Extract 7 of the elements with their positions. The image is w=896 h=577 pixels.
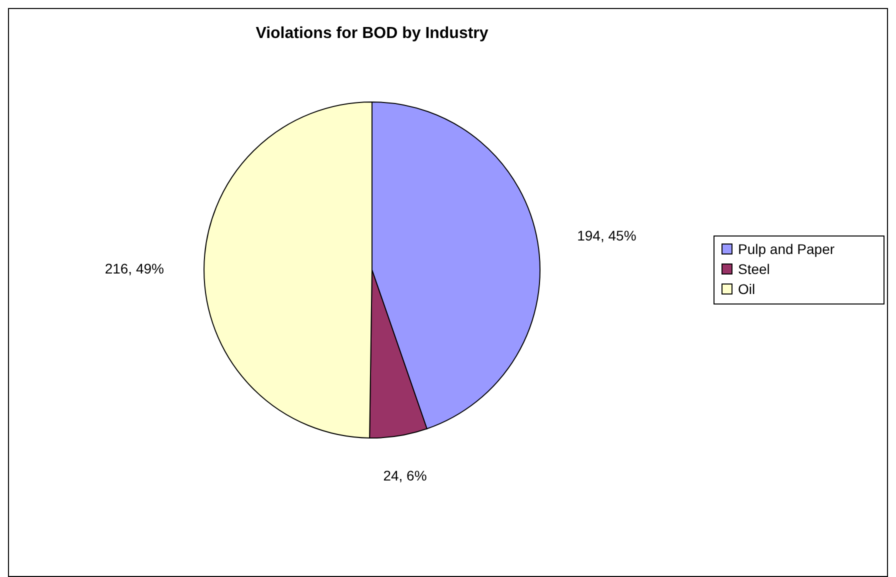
legend-label: Steel xyxy=(738,260,770,277)
data-label: 194, 45% xyxy=(577,227,636,244)
legend-label: Oil xyxy=(738,280,756,297)
chart-title: Violations for BOD by Industry xyxy=(256,25,488,42)
data-label: 24, 6% xyxy=(383,467,427,484)
legend-label: Pulp and Paper xyxy=(738,240,835,257)
data-label: 216, 49% xyxy=(104,260,164,276)
